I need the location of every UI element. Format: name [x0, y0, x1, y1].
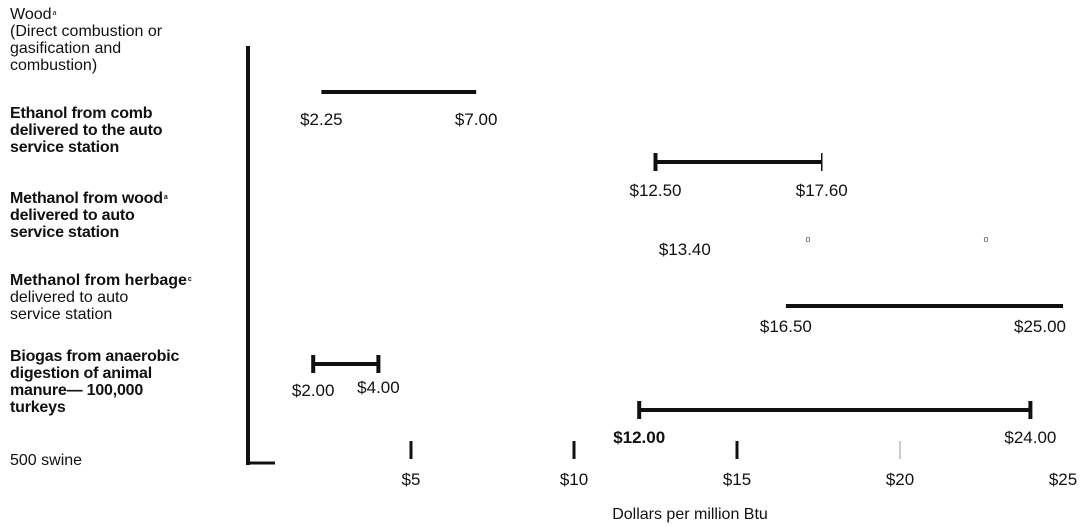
range-low-label: $13.40: [659, 240, 711, 259]
range-low-label: $12.50: [630, 181, 682, 200]
footnote-marker: a: [163, 194, 168, 201]
category-label-line: Methanol from wooda: [10, 190, 168, 207]
category-label-line: digestion of animal: [10, 365, 152, 382]
stray-mark: o: [805, 234, 810, 244]
range-high-label: $4.00: [357, 378, 400, 397]
category-label-line: delivered to the auto: [10, 122, 163, 139]
category-label-line: service station: [10, 224, 120, 241]
category-label: Wooda (Direct combustion or gasification a…: [10, 6, 162, 74]
category-label-line: service station: [10, 139, 120, 156]
range-low-label: $16.50: [760, 317, 812, 336]
x-axis-label: Dollars per million Btu: [612, 506, 768, 523]
category-label-line: (Direct combustion or: [10, 23, 163, 40]
category-label-line: manure— 100,000: [10, 382, 144, 399]
category-label-line: delivered to auto: [10, 207, 135, 224]
footnote-marker: a: [52, 10, 57, 17]
category-label: Biogas from anaerobic digestion of animal…: [10, 348, 179, 416]
category-label-line: delivered to auto: [10, 289, 129, 306]
category-label-line: service station: [10, 306, 113, 323]
category-label-line: Methanol from herbagec: [10, 272, 192, 289]
x-tick-label: $20: [886, 470, 914, 489]
category-label: 500 swine: [10, 452, 82, 469]
x-tick-label: $25: [1049, 470, 1077, 489]
category-label: Methanol from herbagec delivered to auto s…: [10, 272, 192, 323]
x-tick-label: $5: [402, 470, 421, 489]
category-label-line: Wooda: [10, 6, 57, 23]
range-high-label: $25.00: [1014, 317, 1066, 336]
range-low-label: $2.25: [300, 110, 343, 129]
x-tick-label: $15: [723, 470, 751, 489]
x-tick-label: $10: [560, 470, 588, 489]
category-label: Methanol from wooda delivered to auto serv…: [10, 190, 168, 241]
x-ticks: $5 $10 $15 $20 $25: [402, 441, 1077, 489]
category-label: Ethanol from comb delivered to the auto se…: [10, 105, 162, 156]
range-low-label: $2.00: [292, 381, 335, 400]
category-label-line: 500 swine: [10, 452, 83, 469]
axes: [246, 46, 275, 465]
range-high-label: $24.00: [1004, 428, 1056, 447]
footnote-marker: c: [187, 276, 192, 283]
range-bars: $2.25 $7.00 $12.50 $17.60 $13.40 $16.50 $25.00…: [292, 90, 1066, 447]
category-label-line: Ethanol from comb: [10, 105, 153, 122]
range-high-label: $17.60: [796, 181, 848, 200]
category-label-line: Biogas from anaerobic: [10, 348, 180, 365]
category-label-line: turkeys: [10, 399, 66, 416]
category-label-line: gasification and: [10, 40, 122, 57]
range-low-label: $12.00: [613, 428, 665, 447]
range-high-label: $7.00: [455, 110, 498, 129]
stray-mark: o: [983, 234, 988, 244]
category-label-line: combustion): [10, 57, 98, 74]
